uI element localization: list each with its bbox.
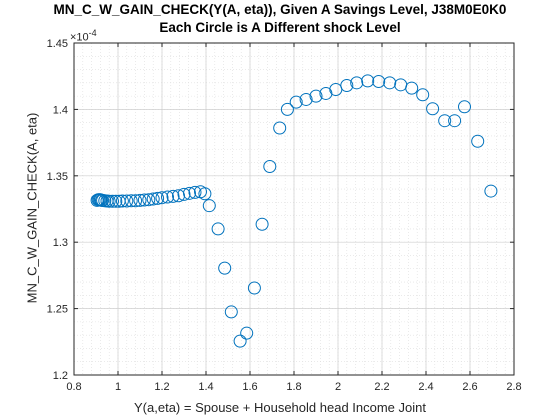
- data-point: [240, 326, 254, 340]
- data-point: [188, 185, 202, 199]
- data-point: [273, 121, 287, 135]
- chart-title: MN_C_W_GAIN_CHECK(Y(A, eta)), Given A Sa…: [53, 2, 507, 17]
- data-point: [309, 89, 323, 103]
- x-tick-label: 2.2: [374, 381, 389, 393]
- y-tick-label: 1.25: [47, 304, 68, 316]
- ticks: 0.8 1 1.2 1.4 1.6 1.8 2 2.2 2.4 2.6 2.8 1.2 1.25 1.3 1…: [47, 38, 522, 393]
- data-point: [211, 222, 225, 236]
- grid: [73, 42, 515, 376]
- data-point: [166, 189, 180, 203]
- data-point: [255, 217, 269, 231]
- data-point: [372, 75, 386, 89]
- data-point: [109, 194, 123, 208]
- data-point: [224, 305, 238, 319]
- x-tick-label: 0.8: [66, 381, 81, 393]
- data-point: [361, 74, 375, 88]
- chart-subtitle: Each Circle is A Different shock Level: [159, 20, 401, 35]
- data-point: [155, 191, 169, 205]
- x-tick-label: 1.8: [286, 381, 301, 393]
- y-exponent-power: -4: [88, 28, 97, 38]
- y-axis-label: MN_C_W_GAIN_CHECK(A, eta): [24, 112, 40, 304]
- x-tick-label: 2.8: [506, 381, 521, 393]
- data-point: [448, 114, 462, 128]
- data-point: [350, 76, 364, 90]
- x-tick-label: 1.6: [242, 381, 257, 393]
- x-tick-label: 1: [115, 381, 121, 393]
- data-point: [299, 92, 313, 106]
- data-point: [129, 194, 143, 208]
- data-point: [120, 194, 134, 208]
- data-point: [247, 281, 261, 295]
- y-tick-label: 1.2: [53, 370, 68, 382]
- data-point: [438, 114, 452, 128]
- data-point: [161, 190, 174, 204]
- data-point: [484, 184, 498, 198]
- data-point: [133, 193, 147, 207]
- x-tick-label: 2: [335, 381, 341, 393]
- data-point: [416, 88, 430, 102]
- y-tick-label: 1.3: [53, 237, 68, 249]
- y-tick-label: 1.35: [47, 171, 68, 183]
- y-exponent-base: ×10: [70, 31, 89, 44]
- data-point: [426, 102, 440, 116]
- data-point: [137, 193, 151, 207]
- data-point: [471, 134, 485, 148]
- x-tick-label: 1.4: [198, 381, 213, 393]
- data-point: [102, 194, 116, 208]
- data-point: [280, 102, 294, 116]
- data-point: [329, 82, 343, 96]
- data-point: [202, 199, 216, 213]
- data-point: [198, 187, 212, 201]
- data-point: [106, 194, 119, 208]
- data-point: [383, 76, 397, 90]
- data-point: [183, 186, 196, 200]
- data-point: [124, 194, 138, 208]
- x-tick-label: 1.2: [154, 381, 169, 393]
- data-point: [218, 261, 232, 275]
- data-point: [177, 187, 191, 201]
- y-tick-label: 1.4: [53, 104, 68, 116]
- x-tick-label: 2.4: [418, 381, 433, 393]
- data-point: [458, 100, 471, 114]
- data-point: [405, 81, 419, 95]
- data-point: [142, 193, 156, 207]
- data-point: [146, 192, 160, 206]
- data-point: [289, 95, 303, 109]
- y-tick-label: 1.45: [47, 38, 68, 50]
- data-point: [115, 194, 129, 208]
- data-points: [90, 74, 498, 348]
- data-point: [233, 334, 247, 348]
- y-axis-exponent: ×10-4: [70, 28, 97, 44]
- data-point: [340, 78, 354, 92]
- x-tick-label: 2.6: [462, 381, 477, 393]
- data-point: [394, 78, 408, 92]
- data-point: [151, 191, 165, 205]
- x-axis-label: Y(a,eta) = Spouse + Household head Incom…: [134, 400, 426, 415]
- data-point: [263, 160, 277, 174]
